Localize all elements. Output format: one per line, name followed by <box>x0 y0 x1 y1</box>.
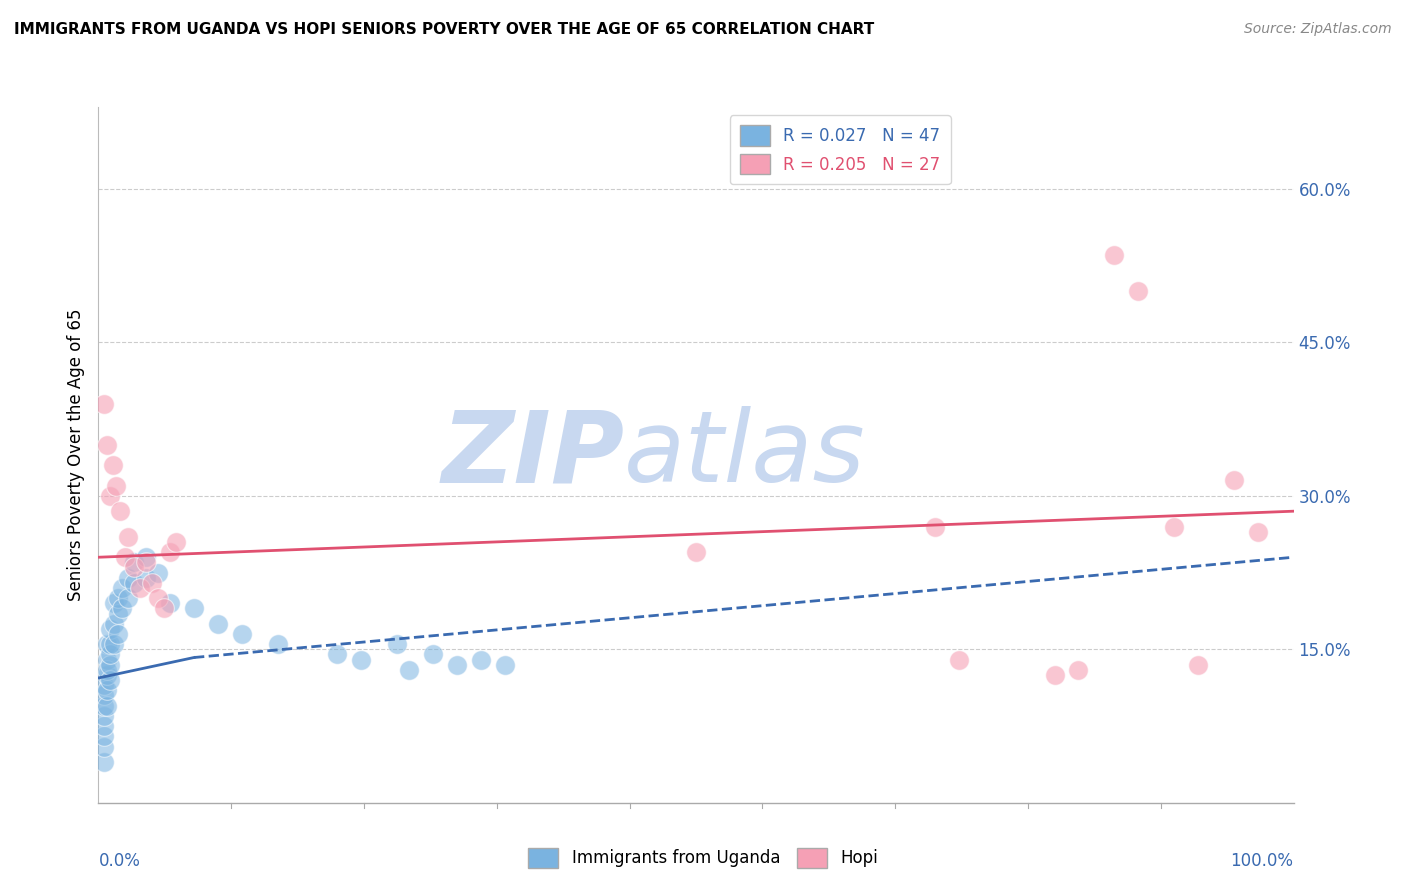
Point <box>124 555 146 569</box>
Point <box>114 550 136 565</box>
Point <box>98 622 122 636</box>
Point <box>267 637 290 651</box>
Point <box>124 575 146 590</box>
Point <box>446 657 468 672</box>
Point <box>117 530 139 544</box>
Point <box>93 739 115 754</box>
Point <box>93 729 115 743</box>
Point <box>1043 668 1066 682</box>
Point <box>117 571 139 585</box>
Point <box>207 616 229 631</box>
Point <box>685 545 707 559</box>
Point <box>103 637 125 651</box>
Point <box>93 678 115 692</box>
Point <box>422 648 444 662</box>
Point <box>93 689 115 703</box>
Point <box>107 607 129 621</box>
Point <box>96 698 118 713</box>
Text: IMMIGRANTS FROM UGANDA VS HOPI SENIORS POVERTY OVER THE AGE OF 65 CORRELATION CH: IMMIGRANTS FROM UGANDA VS HOPI SENIORS P… <box>14 22 875 37</box>
Point <box>103 596 125 610</box>
Point <box>98 637 122 651</box>
Point <box>107 591 129 606</box>
Point <box>96 683 118 698</box>
Point <box>385 637 409 651</box>
Point <box>159 545 181 559</box>
Point <box>108 504 131 518</box>
Point <box>129 581 152 595</box>
Point <box>117 591 139 606</box>
Point <box>1067 663 1090 677</box>
Point <box>1222 474 1246 488</box>
Point <box>111 601 134 615</box>
Point <box>98 657 122 672</box>
Y-axis label: Seniors Poverty Over the Age of 65: Seniors Poverty Over the Age of 65 <box>66 309 84 601</box>
Point <box>1163 519 1185 533</box>
Point <box>470 652 492 666</box>
Point <box>350 652 373 666</box>
Point <box>93 397 115 411</box>
Point <box>148 566 170 580</box>
Point <box>101 458 124 472</box>
Point <box>1128 284 1150 298</box>
Point <box>93 719 115 733</box>
Text: 100.0%: 100.0% <box>1230 852 1294 870</box>
Point <box>93 755 115 769</box>
Point <box>924 519 946 533</box>
Point <box>135 550 157 565</box>
Text: atlas: atlas <box>624 407 866 503</box>
Point <box>103 616 125 631</box>
Point <box>96 652 118 666</box>
Point <box>111 581 134 595</box>
Point <box>135 571 157 585</box>
Point <box>148 591 170 606</box>
Point <box>96 663 118 677</box>
Point <box>93 698 115 713</box>
Point <box>98 489 122 503</box>
Point <box>98 673 122 687</box>
Point <box>96 668 118 682</box>
Point <box>1102 248 1125 262</box>
Point <box>98 648 122 662</box>
Point <box>153 601 176 615</box>
Point <box>1187 657 1209 672</box>
Point <box>398 663 420 677</box>
Point <box>124 560 146 574</box>
Point <box>231 627 253 641</box>
Point <box>135 555 157 569</box>
Point <box>107 627 129 641</box>
Legend: Immigrants from Uganda, Hopi: Immigrants from Uganda, Hopi <box>522 841 884 875</box>
Text: Source: ZipAtlas.com: Source: ZipAtlas.com <box>1244 22 1392 37</box>
Point <box>105 478 128 492</box>
Point <box>141 575 163 590</box>
Point <box>96 438 118 452</box>
Point <box>93 708 115 723</box>
Text: ZIP: ZIP <box>441 407 624 503</box>
Point <box>96 637 118 651</box>
Point <box>494 657 516 672</box>
Legend: R = 0.027   N = 47, R = 0.205   N = 27: R = 0.027 N = 47, R = 0.205 N = 27 <box>730 115 950 185</box>
Point <box>326 648 349 662</box>
Point <box>183 601 205 615</box>
Text: 0.0%: 0.0% <box>98 852 141 870</box>
Point <box>1246 524 1268 539</box>
Point <box>165 535 187 549</box>
Point <box>159 596 181 610</box>
Point <box>948 652 970 666</box>
